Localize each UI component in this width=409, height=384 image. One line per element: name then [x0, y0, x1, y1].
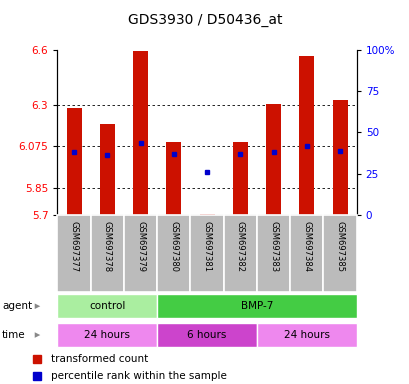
FancyBboxPatch shape	[290, 215, 323, 292]
Bar	[232, 142, 247, 215]
Text: 24 hours: 24 hours	[283, 330, 329, 340]
Text: GSM697379: GSM697379	[136, 221, 145, 272]
Text: control: control	[89, 301, 125, 311]
Text: GSM697382: GSM697382	[235, 221, 244, 272]
FancyBboxPatch shape	[323, 215, 356, 292]
FancyBboxPatch shape	[57, 215, 90, 292]
Text: GSM697377: GSM697377	[70, 221, 79, 272]
Text: GSM697380: GSM697380	[169, 221, 178, 272]
Text: GSM697378: GSM697378	[103, 221, 112, 272]
FancyBboxPatch shape	[256, 323, 356, 347]
Text: GDS3930 / D50436_at: GDS3930 / D50436_at	[128, 13, 281, 27]
Text: GSM697384: GSM697384	[301, 221, 310, 272]
Bar	[66, 108, 81, 215]
Text: agent: agent	[2, 301, 32, 311]
Text: percentile rank within the sample: percentile rank within the sample	[51, 371, 227, 381]
FancyBboxPatch shape	[256, 215, 290, 292]
Text: transformed count: transformed count	[51, 354, 148, 364]
FancyBboxPatch shape	[157, 215, 190, 292]
FancyBboxPatch shape	[57, 323, 157, 347]
Text: BMP-7: BMP-7	[240, 301, 272, 311]
FancyBboxPatch shape	[190, 215, 223, 292]
Bar	[199, 214, 214, 215]
Text: GSM697381: GSM697381	[202, 221, 211, 272]
Bar	[299, 56, 314, 215]
FancyBboxPatch shape	[157, 323, 256, 347]
Bar	[133, 51, 148, 215]
Text: 6 hours: 6 hours	[187, 330, 226, 340]
Bar	[332, 100, 347, 215]
FancyBboxPatch shape	[157, 294, 356, 318]
Text: 24 hours: 24 hours	[84, 330, 130, 340]
Bar	[99, 124, 115, 215]
Text: GSM697383: GSM697383	[268, 221, 277, 272]
FancyBboxPatch shape	[223, 215, 256, 292]
FancyBboxPatch shape	[90, 215, 124, 292]
Text: GSM697385: GSM697385	[335, 221, 344, 272]
Bar	[265, 104, 280, 215]
Bar	[166, 142, 181, 215]
FancyBboxPatch shape	[57, 294, 157, 318]
FancyBboxPatch shape	[124, 215, 157, 292]
Text: time: time	[2, 330, 26, 340]
